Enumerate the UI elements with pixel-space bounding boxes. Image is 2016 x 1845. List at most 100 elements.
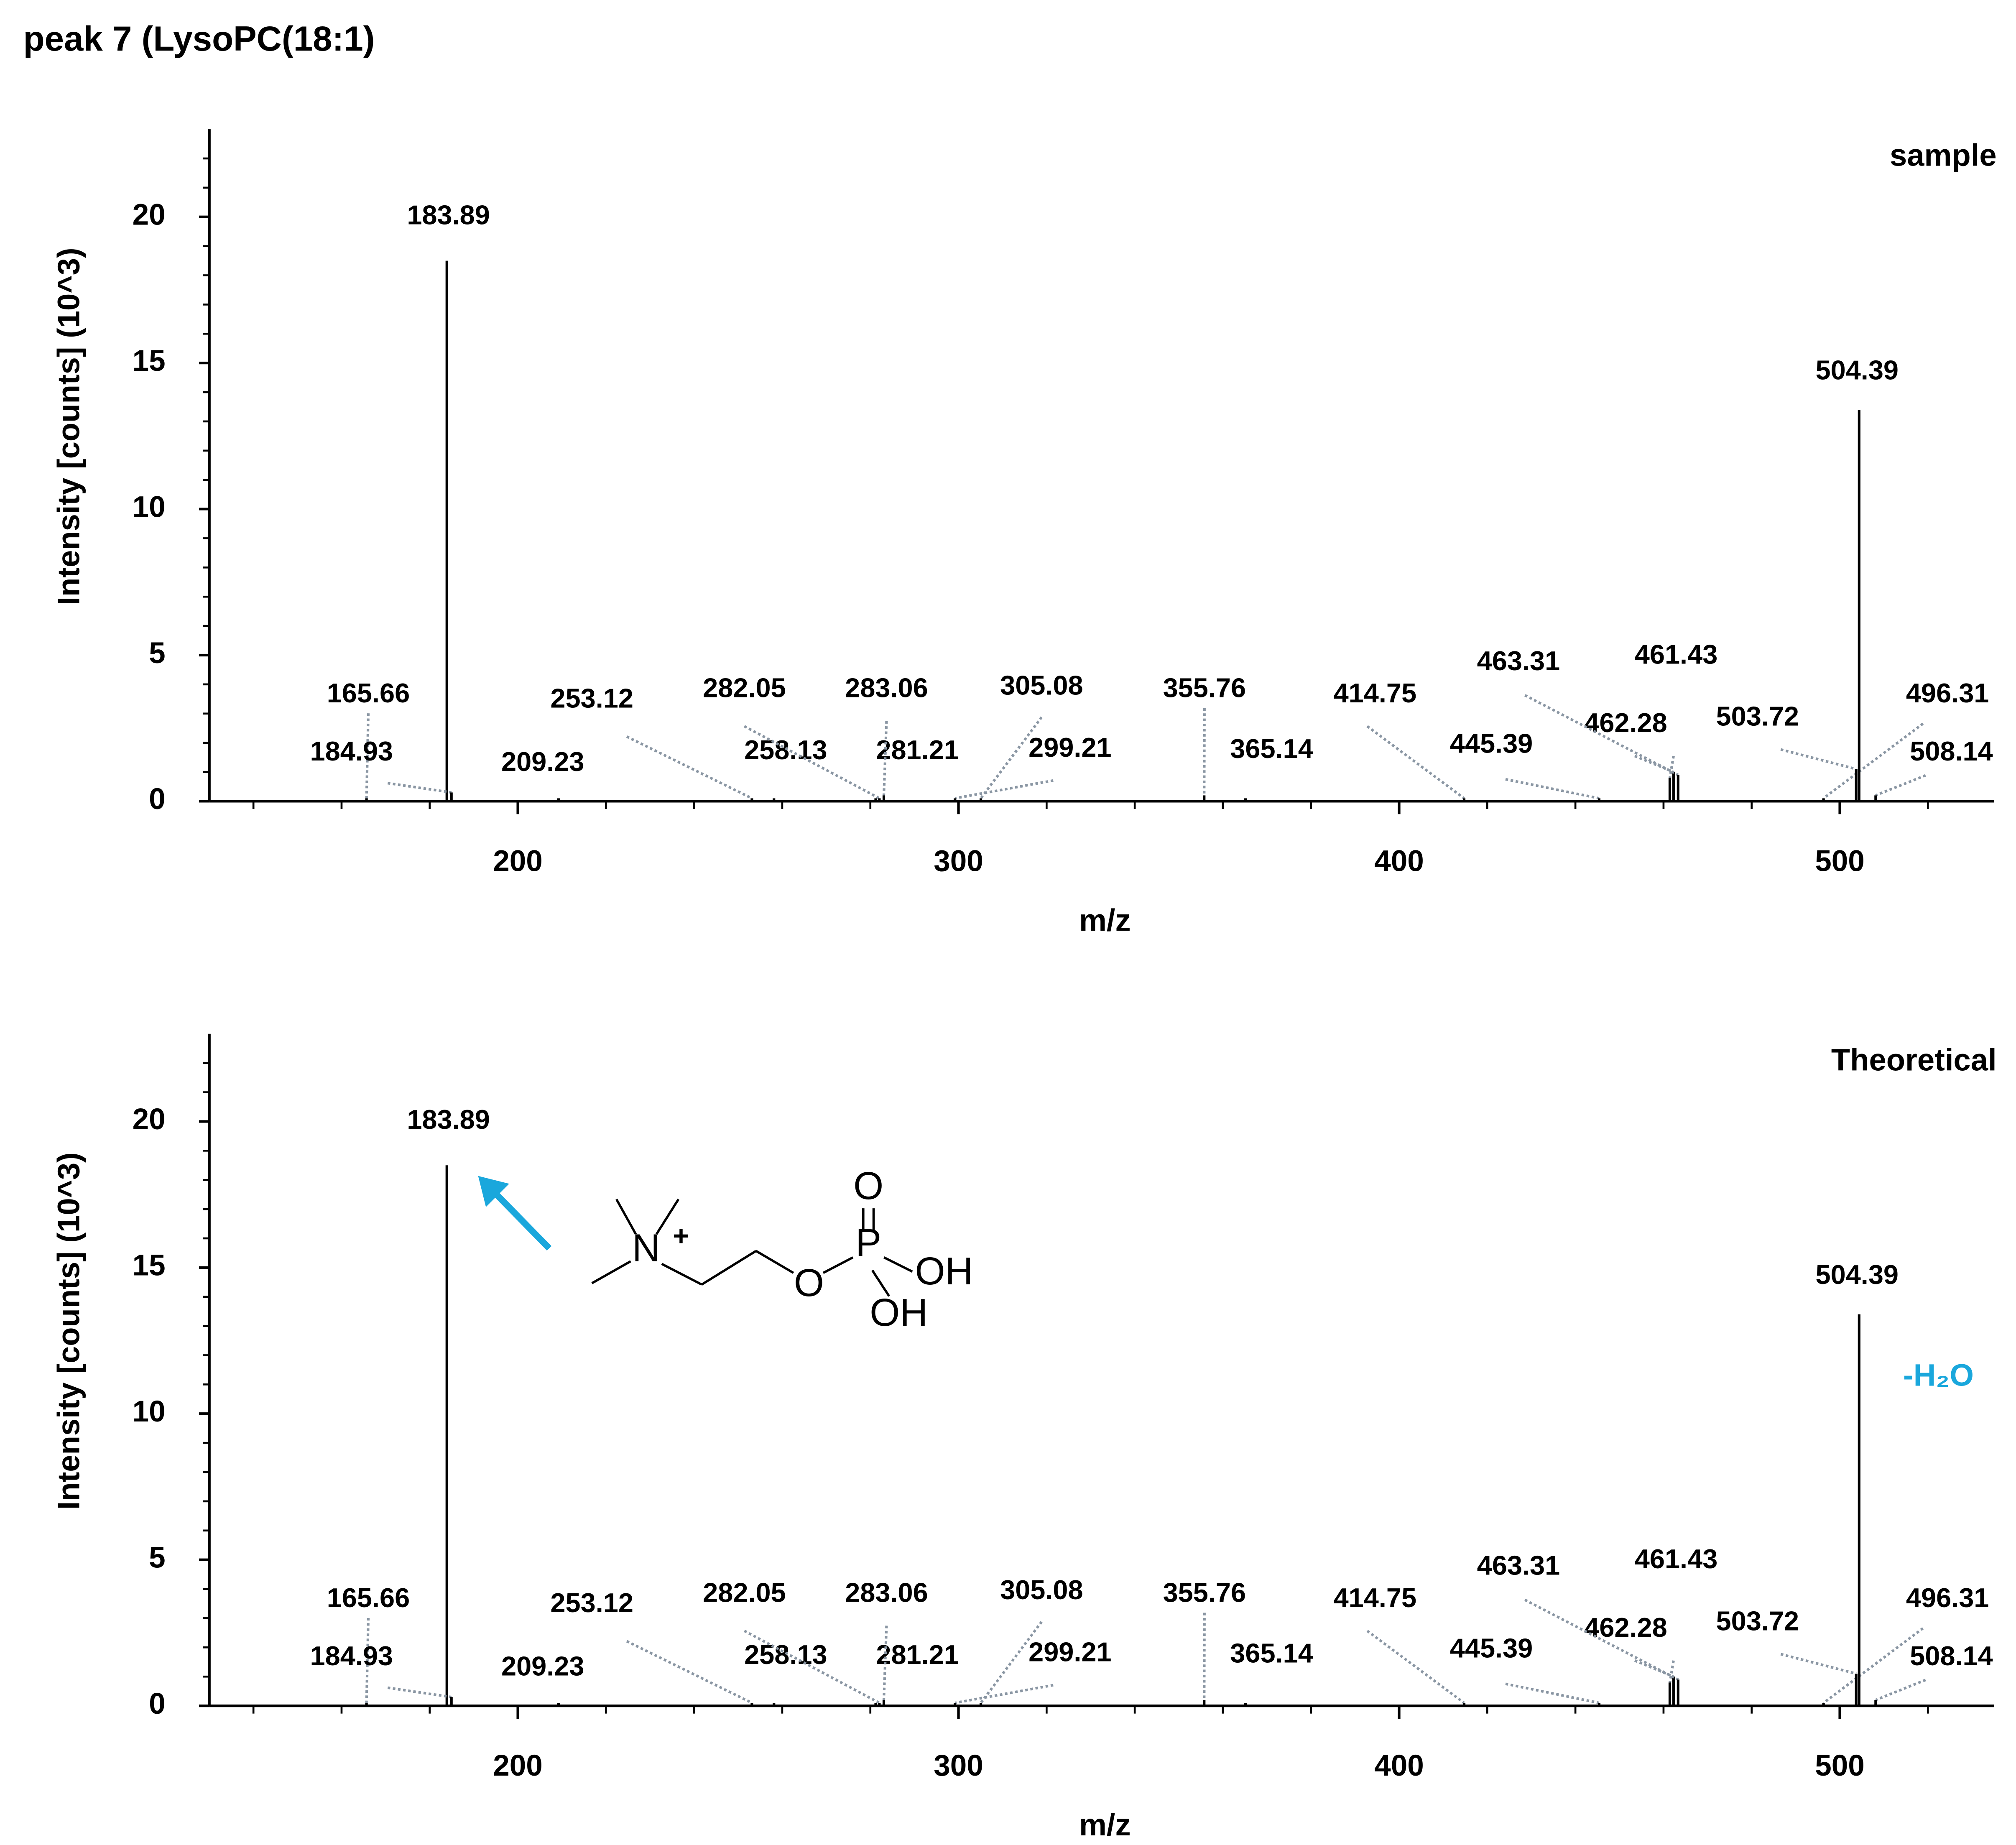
leader-line — [882, 721, 888, 796]
bond — [871, 1269, 890, 1297]
peak-label: 462.28 — [1584, 707, 1667, 738]
peak-label: 299.21 — [1028, 732, 1112, 763]
x-tick-label: 400 — [1374, 845, 1424, 878]
peak-label: 183.89 — [407, 199, 490, 230]
y-tick-label: 0 — [149, 783, 166, 816]
atom: P — [855, 1221, 881, 1264]
bond — [655, 1198, 680, 1235]
leader-line — [1875, 774, 1926, 797]
peak-label: 305.08 — [1000, 1575, 1083, 1605]
annotation: -H₂O — [1903, 1358, 1974, 1393]
atom: N — [632, 1226, 660, 1270]
peak-label: 462.28 — [1584, 1612, 1667, 1643]
y-tick-label: 0 — [149, 1687, 166, 1720]
leader-line — [1505, 778, 1600, 800]
bond — [701, 1250, 757, 1286]
leader-line — [1822, 722, 1924, 799]
leader-line — [1780, 748, 1857, 771]
x-tick-label: 300 — [934, 845, 983, 878]
peak-label: 445.39 — [1450, 728, 1533, 759]
peak-label: 414.75 — [1334, 678, 1417, 708]
peak-label: 184.93 — [310, 1641, 393, 1671]
arrow-shaft — [486, 1184, 552, 1251]
peak-label: 281.21 — [876, 735, 959, 765]
leader-line — [1366, 725, 1465, 799]
peak-label: 504.39 — [1816, 1259, 1899, 1290]
arrow-head — [478, 1176, 509, 1207]
leader-line — [626, 1640, 753, 1704]
leader-line — [1668, 755, 1675, 778]
peak-label: 355.76 — [1163, 673, 1246, 703]
bond — [822, 1256, 854, 1274]
peak-label: 504.39 — [1816, 355, 1899, 385]
leader-line — [1875, 1679, 1926, 1701]
peak-label: 283.06 — [845, 1577, 928, 1608]
peak-label: 209.23 — [501, 1651, 584, 1682]
bond — [591, 1260, 631, 1284]
x-tick-label: 200 — [493, 845, 543, 878]
peak-label: 165.66 — [327, 1582, 410, 1613]
leader-line — [387, 1686, 452, 1699]
panel-label: sample — [1890, 138, 1997, 173]
y-axis-label: Intensity [counts] (10^3) — [51, 248, 86, 605]
peak-label: 496.31 — [1906, 678, 1989, 708]
leader-line — [1668, 1660, 1675, 1683]
y-tick-label: 20 — [133, 1103, 166, 1136]
leader-line — [1780, 1653, 1857, 1675]
peak-label: 165.66 — [327, 678, 410, 708]
bond — [615, 1199, 637, 1235]
peak-label: 414.75 — [1334, 1582, 1417, 1613]
leader-line — [980, 716, 1043, 799]
peak-label: 355.76 — [1163, 1577, 1246, 1608]
leader-line — [1505, 1682, 1600, 1705]
peak-label: 496.31 — [1906, 1582, 1989, 1613]
x-tick-label: 500 — [1815, 1749, 1865, 1782]
peak-label: 305.08 — [1000, 670, 1083, 701]
leader-line — [954, 1684, 1054, 1705]
leader-line — [1634, 1659, 1674, 1678]
atom: O — [853, 1164, 883, 1207]
y-tick-label: 20 — [133, 199, 166, 232]
peak-label: 282.05 — [703, 673, 786, 703]
peak-label: 463.31 — [1477, 1550, 1560, 1581]
x-axis-label: m/z — [1079, 903, 1131, 938]
leader-line — [980, 1621, 1043, 1704]
y-tick-label: 10 — [133, 490, 166, 523]
x-tick-label: 300 — [934, 1749, 983, 1782]
leader-line — [1822, 1627, 1924, 1704]
peak-label: 258.13 — [744, 735, 827, 765]
peak-label: 183.89 — [407, 1104, 490, 1135]
peak-label: 508.14 — [1910, 736, 1993, 766]
bond — [883, 1256, 913, 1273]
x-axis-label: m/z — [1079, 1807, 1131, 1842]
x-tick-label: 200 — [493, 1749, 543, 1782]
leader-line — [365, 1618, 370, 1703]
x-tick-label: 400 — [1374, 1749, 1424, 1782]
y-tick-label: 15 — [133, 345, 166, 378]
peak-label: 253.12 — [550, 1587, 633, 1618]
peak-label: 445.39 — [1450, 1633, 1533, 1663]
y-tick-label: 10 — [133, 1395, 166, 1428]
peak-label: 209.23 — [501, 746, 584, 777]
bond — [755, 1250, 794, 1274]
peak-label: 508.14 — [1910, 1641, 1993, 1671]
peak-label: 283.06 — [845, 673, 928, 703]
bond — [661, 1263, 702, 1286]
peak-label: 461.43 — [1635, 639, 1718, 669]
leader-line — [1366, 1630, 1465, 1704]
peak-label: 253.12 — [550, 683, 633, 713]
leader-line — [365, 713, 370, 799]
peak-label: 503.72 — [1716, 1605, 1799, 1636]
x-tick-label: 500 — [1815, 845, 1865, 878]
leader-line — [387, 782, 452, 794]
atom: OH — [915, 1249, 973, 1293]
leader-line — [1634, 755, 1674, 773]
peak-label: 365.14 — [1230, 733, 1313, 764]
peak-label: 258.13 — [744, 1639, 827, 1670]
y-tick-label: 5 — [149, 637, 166, 670]
charge: + — [673, 1220, 689, 1252]
peak-label: 503.72 — [1716, 701, 1799, 732]
y-tick-label: 5 — [149, 1541, 166, 1574]
